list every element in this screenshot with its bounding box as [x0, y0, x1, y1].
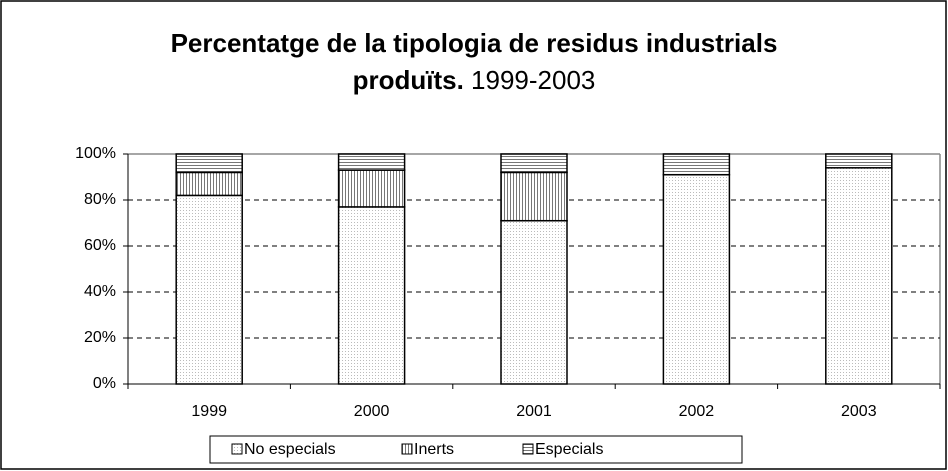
y-tick-label: 0%	[93, 375, 116, 392]
x-tick-label: 1999	[191, 403, 227, 420]
bar-segment	[337, 169, 406, 208]
bar-segment	[662, 153, 731, 176]
x-tick-label: 2003	[841, 403, 877, 420]
legend-label: No especials	[244, 441, 336, 458]
legend-swatch	[401, 443, 413, 455]
y-tick-label: 100%	[75, 145, 116, 162]
chart-title-text: Percentatge de la tipologia de residus i…	[171, 28, 778, 58]
bar-segment	[337, 153, 406, 171]
bar-segment	[662, 173, 731, 385]
legend-box	[209, 435, 743, 464]
legend-label: Inerts	[414, 441, 454, 458]
x-tick-label: 2002	[679, 403, 715, 420]
legend-swatch	[522, 443, 534, 455]
bar-segment	[500, 219, 568, 385]
bar-segment	[500, 171, 568, 222]
y-tick-label: 80%	[84, 191, 116, 208]
bar-segment	[825, 153, 893, 169]
x-tick-label: 2001	[516, 403, 552, 420]
chart-title: Percentatge de la tipologia de residus i…	[171, 28, 778, 58]
legend-label: Especials	[535, 441, 603, 458]
y-tick-label: 60%	[84, 237, 116, 254]
y-tick-label: 40%	[84, 283, 116, 300]
bar-segment	[175, 171, 243, 197]
legend-swatch	[231, 443, 243, 455]
chart-subtitle: 1999-2003	[471, 65, 595, 95]
x-tick-label: 2000	[354, 403, 390, 420]
y-tick-label: 20%	[84, 329, 116, 346]
bar-segment	[175, 194, 243, 385]
bar-segment	[825, 167, 893, 385]
bar-segment	[500, 153, 568, 174]
bar-segment	[175, 153, 243, 174]
chart-title-line: produïts. 1999-2003	[353, 65, 596, 95]
bar-segment	[337, 206, 406, 385]
